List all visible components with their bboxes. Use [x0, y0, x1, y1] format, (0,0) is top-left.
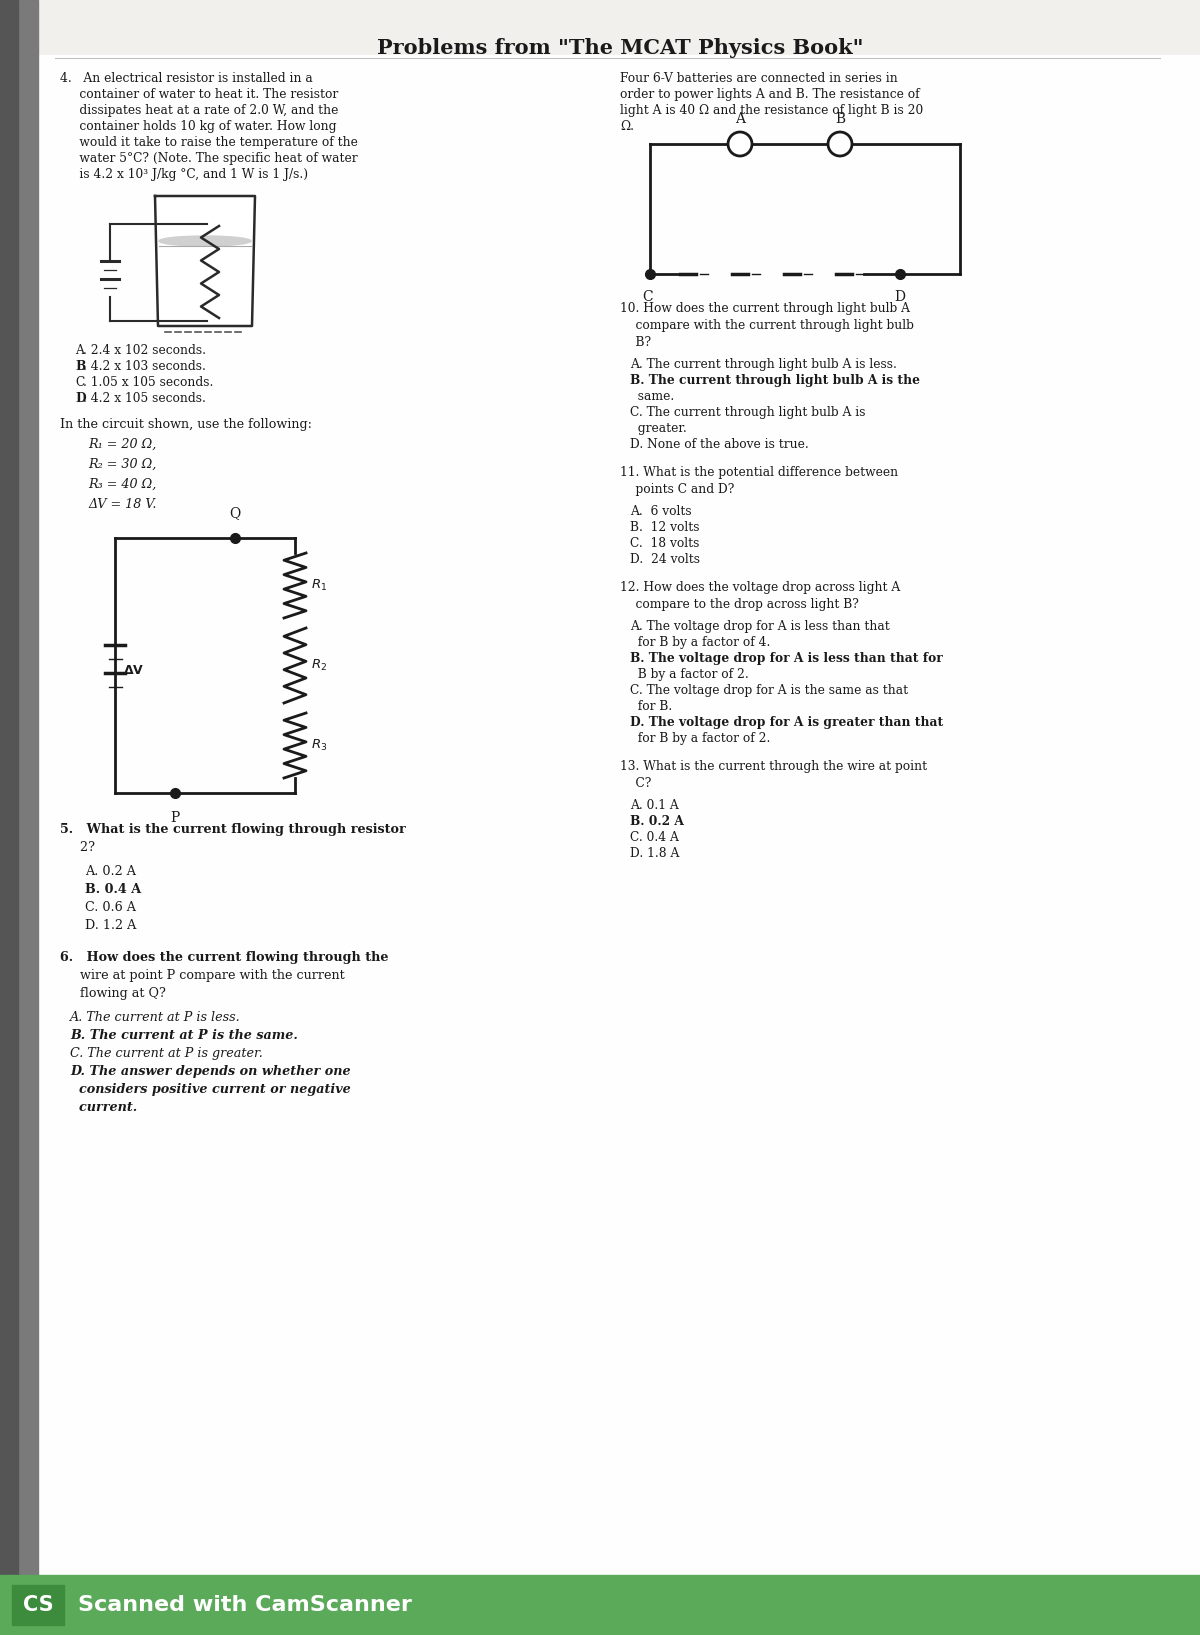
Text: compare with the current through light bulb: compare with the current through light b… — [620, 319, 914, 332]
Text: B by a factor of 2.: B by a factor of 2. — [630, 669, 749, 682]
Text: B. 0.4 A: B. 0.4 A — [85, 883, 142, 896]
Text: dissipates heat at a rate of 2.0 W, and the: dissipates heat at a rate of 2.0 W, and … — [60, 105, 338, 118]
Text: . 1.05 x 105 seconds.: . 1.05 x 105 seconds. — [83, 376, 214, 389]
Text: R₂ = 30 Ω,: R₂ = 30 Ω, — [88, 458, 156, 471]
Text: light A is 40 Ω and the resistance of light B is 20: light A is 40 Ω and the resistance of li… — [620, 105, 923, 118]
Text: R₁ = 20 Ω,: R₁ = 20 Ω, — [88, 438, 156, 451]
Text: flowing at Q?: flowing at Q? — [60, 988, 166, 1001]
Text: B. The current through light bulb A is the: B. The current through light bulb A is t… — [630, 374, 920, 387]
Text: for B.: for B. — [630, 700, 672, 713]
Ellipse shape — [158, 235, 251, 245]
Text: A. 0.1 A: A. 0.1 A — [630, 800, 679, 813]
Text: container holds 10 kg of water. How long: container holds 10 kg of water. How long — [60, 119, 336, 132]
Text: points C and D?: points C and D? — [620, 482, 734, 495]
Text: B.  12 volts: B. 12 volts — [630, 522, 700, 535]
Bar — [12, 1584, 64, 1625]
Text: $R_3$: $R_3$ — [311, 737, 328, 754]
Text: Ω.: Ω. — [620, 119, 634, 132]
Text: $\mathbf{\Delta V}$: $\mathbf{\Delta V}$ — [124, 664, 144, 677]
Text: compare to the drop across light B?: compare to the drop across light B? — [620, 598, 859, 611]
Text: B?: B? — [620, 337, 652, 348]
Text: C. 0.6 A: C. 0.6 A — [85, 901, 136, 914]
Text: A. The current at P is less.: A. The current at P is less. — [70, 1010, 241, 1024]
Text: 10. How does the current through light bulb A: 10. How does the current through light b… — [620, 302, 910, 316]
Text: B: B — [74, 360, 85, 373]
Text: D. 1.8 A: D. 1.8 A — [630, 847, 679, 860]
Text: C. 0.4 A: C. 0.4 A — [630, 831, 679, 844]
Text: C?: C? — [620, 777, 652, 790]
Polygon shape — [155, 196, 256, 325]
Text: A. 0.2 A: A. 0.2 A — [85, 865, 136, 878]
Text: . 4.2 x 103 seconds.: . 4.2 x 103 seconds. — [83, 360, 206, 373]
Text: water 5°C? (Note. The specific heat of water: water 5°C? (Note. The specific heat of w… — [60, 152, 358, 165]
Text: B: B — [835, 113, 845, 126]
Text: C. The current at P is greater.: C. The current at P is greater. — [70, 1046, 263, 1059]
Text: C. The voltage drop for A is the same as that: C. The voltage drop for A is the same as… — [630, 683, 908, 697]
Text: C: C — [74, 376, 84, 389]
Text: . 2.4 x 102 seconds.: . 2.4 x 102 seconds. — [83, 343, 206, 356]
Text: Scanned with CamScanner: Scanned with CamScanner — [78, 1596, 412, 1615]
Bar — [0, 0, 38, 1635]
Text: B. The voltage drop for A is less than that for: B. The voltage drop for A is less than t… — [630, 652, 943, 665]
Text: considers positive current or negative: considers positive current or negative — [70, 1082, 350, 1095]
Text: B. 0.2 A: B. 0.2 A — [630, 814, 684, 827]
Text: A: A — [74, 343, 84, 356]
Text: 11. What is the potential difference between: 11. What is the potential difference bet… — [620, 466, 898, 479]
Text: In the circuit shown, use the following:: In the circuit shown, use the following: — [60, 419, 312, 432]
Text: 13. What is the current through the wire at point: 13. What is the current through the wire… — [620, 760, 928, 773]
Text: 4.   An electrical resistor is installed in a: 4. An electrical resistor is installed i… — [60, 72, 313, 85]
Text: C: C — [643, 289, 653, 304]
Text: R₃ = 40 Ω,: R₃ = 40 Ω, — [88, 477, 156, 490]
Text: D: D — [74, 392, 85, 405]
Circle shape — [828, 132, 852, 155]
Circle shape — [728, 132, 752, 155]
Text: D. None of the above is true.: D. None of the above is true. — [630, 438, 809, 451]
Text: Q: Q — [229, 505, 241, 520]
Text: A. The current through light bulb A is less.: A. The current through light bulb A is l… — [630, 358, 896, 371]
Text: D. The voltage drop for A is greater than that: D. The voltage drop for A is greater tha… — [630, 716, 943, 729]
Text: 6.   How does the current flowing through the: 6. How does the current flowing through … — [60, 952, 389, 965]
Text: for B by a factor of 2.: for B by a factor of 2. — [630, 732, 770, 746]
Text: $R_2$: $R_2$ — [311, 657, 328, 674]
Text: . 4.2 x 105 seconds.: . 4.2 x 105 seconds. — [83, 392, 206, 405]
Text: D. The answer depends on whether one: D. The answer depends on whether one — [70, 1064, 350, 1077]
Text: order to power lights A and B. The resistance of: order to power lights A and B. The resis… — [620, 88, 919, 101]
Text: D.  24 volts: D. 24 volts — [630, 553, 700, 566]
Text: Four 6-V batteries are connected in series in: Four 6-V batteries are connected in seri… — [620, 72, 898, 85]
Text: D: D — [894, 289, 906, 304]
Text: same.: same. — [630, 391, 674, 402]
Text: 5.   What is the current flowing through resistor: 5. What is the current flowing through r… — [60, 822, 406, 835]
Text: would it take to raise the temperature of the: would it take to raise the temperature o… — [60, 136, 358, 149]
Text: 2?: 2? — [60, 840, 95, 853]
Text: $R_1$: $R_1$ — [311, 577, 328, 594]
Text: A.  6 volts: A. 6 volts — [630, 505, 691, 518]
Text: A: A — [734, 113, 745, 126]
Text: Problems from "The MCAT Physics Book": Problems from "The MCAT Physics Book" — [377, 38, 863, 57]
Text: is 4.2 x 10³ J/kg °C, and 1 W is 1 J/s.): is 4.2 x 10³ J/kg °C, and 1 W is 1 J/s.) — [60, 168, 308, 181]
Text: current.: current. — [70, 1100, 137, 1113]
Text: C. The current through light bulb A is: C. The current through light bulb A is — [630, 405, 865, 419]
Text: container of water to heat it. The resistor: container of water to heat it. The resis… — [60, 88, 338, 101]
Text: B. The current at P is the same.: B. The current at P is the same. — [70, 1028, 298, 1041]
Text: wire at point P compare with the current: wire at point P compare with the current — [60, 970, 344, 983]
Text: A. The voltage drop for A is less than that: A. The voltage drop for A is less than t… — [630, 620, 889, 633]
Bar — [0, 1575, 1200, 1635]
Text: for B by a factor of 4.: for B by a factor of 4. — [630, 636, 770, 649]
Text: 12. How does the voltage drop across light A: 12. How does the voltage drop across lig… — [620, 580, 900, 594]
Text: P: P — [170, 811, 180, 826]
Text: ΔV = 18 V.: ΔV = 18 V. — [88, 499, 156, 512]
Text: D. 1.2 A: D. 1.2 A — [85, 919, 137, 932]
Text: C.  18 volts: C. 18 volts — [630, 536, 700, 549]
Text: greater.: greater. — [630, 422, 686, 435]
Text: CS: CS — [23, 1596, 53, 1615]
Bar — [0, 0, 18, 1635]
